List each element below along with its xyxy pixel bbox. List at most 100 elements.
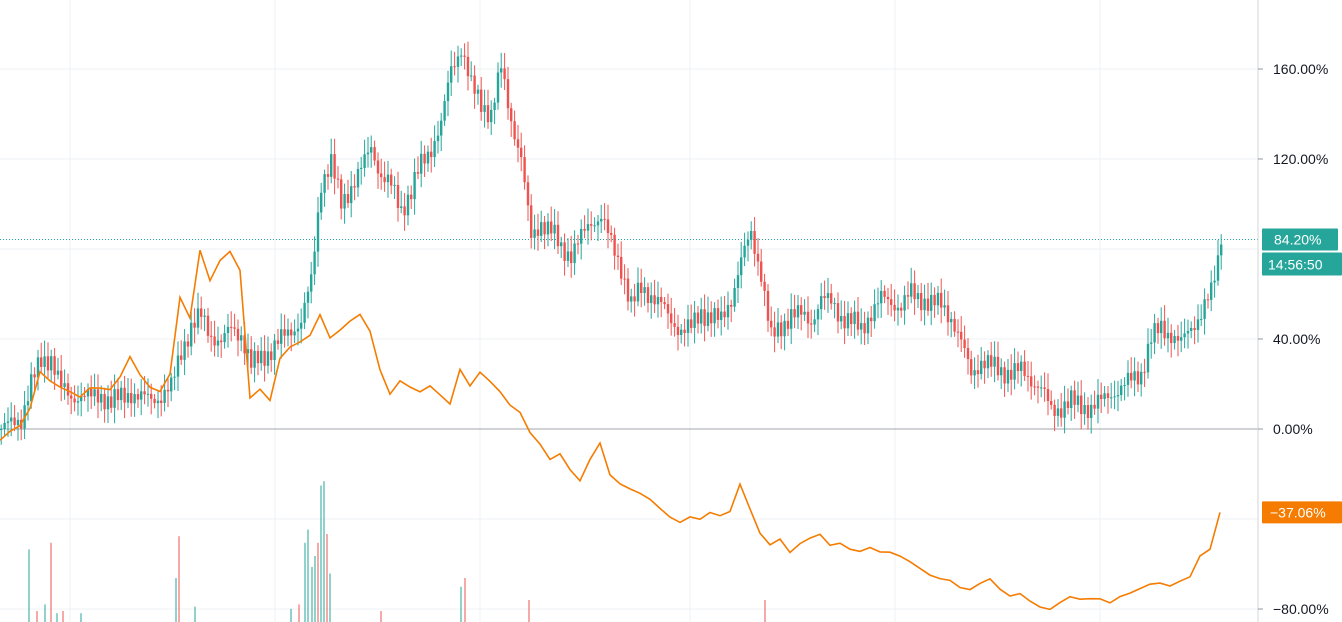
candle-body: [36, 357, 40, 378]
volume-bar: [62, 611, 64, 622]
candle-body: [186, 341, 190, 347]
candle-body: [1160, 320, 1163, 334]
candle-body: [403, 206, 406, 216]
candle-body: [143, 391, 146, 395]
volume-bar: [80, 613, 82, 622]
candle-body: [686, 319, 690, 333]
candle-body: [173, 376, 176, 378]
candle-body: [933, 294, 936, 306]
candle-body: [90, 388, 93, 397]
candle-body: [723, 311, 726, 318]
candle-body: [816, 309, 820, 320]
price-axis-ticks: 160.00% 120.00% 40.00% 0.00% −80.00%: [1258, 61, 1329, 617]
candle-body: [693, 312, 696, 328]
candle-body: [80, 395, 83, 402]
candle-body: [576, 243, 580, 245]
candle-body: [800, 305, 803, 315]
axis-tick-label: 40.00%: [1273, 331, 1320, 347]
candle-body: [496, 72, 500, 103]
candle-body: [1193, 327, 1196, 330]
candle-body: [610, 233, 613, 235]
candle-body: [413, 172, 416, 200]
candle-body: [400, 206, 403, 208]
candle-body: [150, 393, 153, 399]
volume-bar: [311, 567, 313, 622]
candle-body: [1156, 323, 1160, 334]
candle-body: [100, 393, 103, 403]
candle-body: [973, 370, 976, 376]
candlestick-series: [0, 41, 1223, 445]
candle-body: [340, 179, 343, 209]
candle-body: [883, 290, 886, 297]
last-value-tag-candle: [1262, 228, 1338, 251]
candle-body: [700, 309, 703, 324]
candle-body: [863, 323, 866, 334]
candle-body: [506, 79, 510, 109]
candle-body: [1183, 333, 1186, 338]
volume-bar: [314, 556, 316, 622]
candle-body: [823, 296, 826, 299]
axis-tick-label: 0.00%: [1273, 421, 1313, 437]
candle-body: [570, 251, 573, 264]
candle-body: [550, 221, 553, 234]
candle-body: [1040, 387, 1043, 389]
candle-body: [760, 261, 763, 282]
candle-body: [860, 323, 863, 330]
candle-body: [346, 194, 350, 204]
candle-body: [793, 309, 796, 318]
candle-body: [470, 75, 473, 77]
candle-body: [283, 329, 286, 336]
candle-body: [600, 218, 603, 222]
candle-body: [160, 400, 163, 403]
candle-body: [223, 333, 226, 343]
candle-body: [780, 322, 783, 337]
candle-body: [1206, 299, 1210, 301]
candle-body: [1060, 408, 1063, 418]
candle-body: [1110, 397, 1113, 399]
candle-body: [670, 313, 673, 324]
candle-body: [966, 347, 970, 360]
candle-body: [773, 327, 776, 337]
candle-body: [626, 278, 630, 302]
candle-body: [183, 341, 186, 360]
candle-body: [1120, 385, 1123, 396]
candle-body: [436, 135, 440, 142]
candle-body: [483, 105, 486, 112]
candle-body: [893, 304, 896, 311]
candle-body: [503, 68, 506, 80]
candle-body: [363, 154, 366, 168]
candle-body: [520, 147, 523, 158]
candle-body: [513, 121, 516, 140]
candle-body: [356, 168, 360, 188]
candle-body: [390, 174, 393, 186]
candle-body: [200, 308, 203, 317]
candle-body: [1056, 408, 1060, 416]
candle-body: [193, 322, 196, 328]
candle-body: [123, 387, 126, 403]
candle-body: [976, 370, 980, 375]
candle-body: [586, 224, 590, 231]
candle-body: [916, 293, 920, 300]
candle-body: [726, 304, 730, 318]
candle-body: [813, 319, 816, 325]
candle-body: [746, 239, 750, 246]
candle-body: [246, 349, 250, 354]
candle-body: [1093, 404, 1096, 409]
candle-body: [1126, 372, 1130, 385]
volume-bar: [380, 611, 382, 622]
candle-body: [886, 296, 890, 300]
candle-body: [276, 340, 280, 344]
candle-body: [1036, 386, 1040, 388]
candle-body: [26, 401, 30, 406]
volume-bar: [290, 608, 292, 622]
volume-bar: [326, 534, 328, 622]
candle-body: [640, 282, 643, 294]
candle-body: [126, 393, 130, 403]
candle-body: [493, 102, 496, 110]
candle-body: [253, 350, 256, 368]
candle-body: [720, 311, 723, 320]
volume-bars: [28, 481, 766, 622]
candle-body: [840, 316, 843, 322]
candle-body: [243, 335, 246, 354]
candle-body: [636, 282, 640, 302]
